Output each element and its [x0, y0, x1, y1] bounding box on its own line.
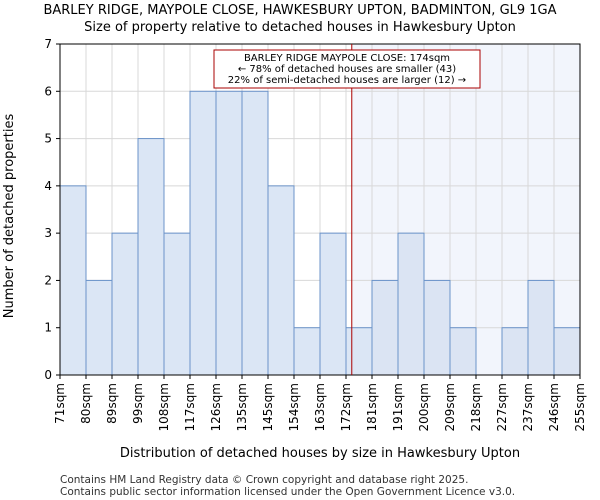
x-tick-label-71sqm: 71sqm — [53, 383, 67, 424]
annotation-line-3: 22% of semi-detached houses are larger (… — [228, 75, 466, 86]
annotation-line-2: ← 78% of detached houses are smaller (43… — [238, 64, 456, 75]
x-tick-label-218sqm: 218sqm — [469, 383, 483, 431]
bar-172sqm — [345, 327, 373, 376]
chart-title: BARLEY RIDGE, MAYPOLE CLOSE, HAWKESBURY … — [43, 3, 556, 18]
y-tick-label-7: 7 — [44, 37, 52, 51]
x-tick-label-181sqm: 181sqm — [365, 383, 379, 431]
bar-246sqm — [553, 327, 581, 376]
bar-181sqm — [371, 279, 399, 376]
x-tick-label-99sqm: 99sqm — [131, 383, 145, 424]
bars — [59, 90, 581, 376]
x-tick-label-117sqm: 117sqm — [183, 383, 197, 431]
x-axis-ticks: 71sqm 80sqm 89sqm 99sqm 108sqm 117sqm 126sqm 13… — [53, 375, 587, 431]
bar-145sqm — [267, 185, 295, 376]
bar-200sqm — [423, 279, 451, 376]
y-tick-label-4: 4 — [44, 179, 52, 193]
x-tick-label-145sqm: 145sqm — [261, 383, 275, 431]
bar-154sqm — [293, 327, 321, 376]
footer-line-1: Contains HM Land Registry data © Crown c… — [60, 474, 468, 486]
y-tick-label-0: 0 — [44, 368, 52, 382]
x-tick-label-126sqm: 126sqm — [209, 383, 223, 431]
x-tick-label-237sqm: 237sqm — [521, 383, 535, 431]
y-tick-label-5: 5 — [44, 132, 52, 146]
annotation-box — [213, 49, 481, 89]
y-tick-label-3: 3 — [44, 226, 52, 240]
x-tick-label-200sqm: 200sqm — [417, 383, 431, 431]
bar-135sqm — [241, 90, 269, 376]
x-tick-label-80sqm: 80sqm — [79, 383, 93, 424]
y-tick-label-6: 6 — [44, 84, 52, 98]
bar-99sqm — [137, 138, 165, 376]
x-tick-label-89sqm: 89sqm — [105, 383, 119, 424]
y-tick-label-1: 1 — [44, 321, 52, 335]
bar-117sqm — [189, 90, 217, 376]
bar-209sqm — [449, 327, 477, 376]
y-tick-label-2: 2 — [44, 273, 52, 287]
x-tick-label-255sqm: 255sqm — [573, 383, 587, 431]
plot-area: BARLEY RIDGE MAYPOLE CLOSE: 174sqm ← 78%… — [59, 43, 581, 376]
y-axis-title: Number of detached properties — [2, 114, 17, 319]
chart-subtitle: Size of property relative to detached ho… — [84, 20, 516, 35]
footer-line-2: Contains public sector information licen… — [60, 486, 515, 498]
x-tick-label-108sqm: 108sqm — [157, 383, 171, 431]
x-tick-label-135sqm: 135sqm — [235, 383, 249, 431]
bar-163sqm — [319, 232, 347, 376]
bar-80sqm — [85, 279, 113, 376]
bar-108sqm — [163, 232, 191, 376]
x-tick-label-172sqm: 172sqm — [339, 383, 353, 431]
bar-237sqm — [527, 279, 555, 376]
bar-126sqm — [215, 90, 243, 376]
x-axis-title: Distribution of detached houses by size … — [120, 446, 520, 461]
bar-227sqm — [501, 327, 529, 376]
bar-71sqm — [59, 185, 87, 376]
x-tick-label-209sqm: 209sqm — [443, 383, 457, 431]
bar-89sqm — [111, 232, 139, 376]
y-axis-ticks: 0 1 2 3 4 5 6 7 — [44, 37, 60, 382]
property-annotation: BARLEY RIDGE MAYPOLE CLOSE: 174sqm ← 78%… — [213, 49, 481, 89]
x-tick-label-227sqm: 227sqm — [495, 383, 509, 431]
x-tick-label-191sqm: 191sqm — [391, 383, 405, 431]
x-tick-label-246sqm: 246sqm — [547, 383, 561, 431]
annotation-line-1: BARLEY RIDGE MAYPOLE CLOSE: 174sqm — [244, 53, 450, 64]
bar-191sqm — [397, 232, 425, 376]
x-tick-label-154sqm: 154sqm — [287, 383, 301, 431]
x-tick-label-163sqm: 163sqm — [313, 383, 327, 431]
